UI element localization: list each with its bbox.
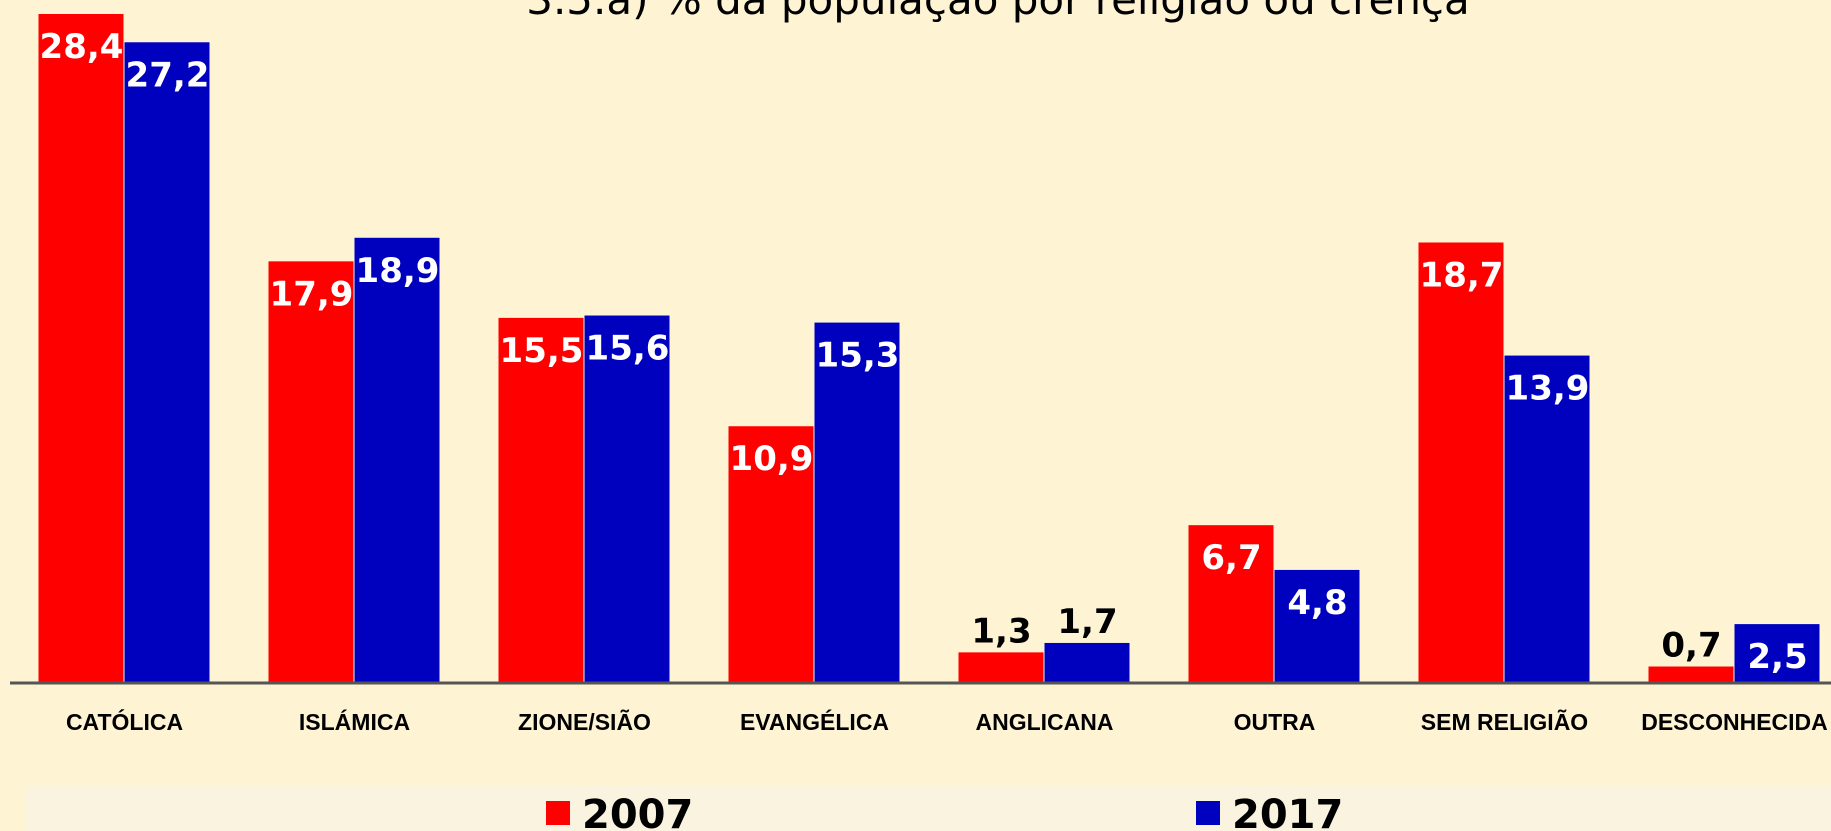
- value-label: 27,2: [126, 55, 210, 95]
- x-tick-label: DESCONHECIDA: [1641, 709, 1828, 735]
- bar: [1274, 569, 1360, 683]
- value-label: 1,3: [971, 611, 1031, 651]
- bar: [814, 322, 900, 683]
- value-label: 15,3: [816, 336, 900, 376]
- bar: [268, 261, 354, 683]
- bar: [354, 237, 440, 683]
- value-label: 17,9: [270, 274, 354, 314]
- bar: [958, 652, 1044, 683]
- bar: [1044, 642, 1130, 683]
- bar: [498, 317, 584, 683]
- bar: [1504, 355, 1590, 683]
- value-label: 2,5: [1747, 637, 1807, 677]
- value-label: 0,7: [1661, 626, 1721, 666]
- bar: [1418, 242, 1504, 684]
- legend-label: 2017: [1232, 792, 1343, 831]
- value-label: 18,7: [1420, 255, 1504, 295]
- bar: [1188, 525, 1274, 683]
- x-tick-label: ZIONE/SIÃO: [518, 708, 651, 735]
- x-tick-label: ANGLICANA: [976, 709, 1114, 735]
- legend-swatch: [1196, 801, 1220, 825]
- value-label: 18,9: [356, 251, 440, 291]
- value-label: 1,7: [1057, 602, 1117, 642]
- value-label: 15,5: [500, 331, 584, 371]
- x-tick-label: SEM RELIGIÃO: [1421, 708, 1588, 735]
- value-label: 4,8: [1287, 583, 1347, 623]
- value-label: 10,9: [730, 439, 814, 479]
- bar: [38, 14, 124, 683]
- legend-label: 2007: [582, 792, 693, 831]
- x-tick-label: ISLÁMICA: [299, 708, 410, 735]
- value-label: 6,7: [1201, 538, 1261, 578]
- legend-box: [26, 785, 1831, 831]
- bar: [584, 315, 670, 683]
- bar: [1648, 666, 1734, 683]
- bar: [1734, 624, 1820, 683]
- x-tick-label: CATÓLICA: [66, 708, 183, 735]
- x-tick-label: EVANGÉLICA: [740, 708, 889, 735]
- value-label: 28,4: [40, 27, 124, 67]
- legend-swatch: [546, 801, 570, 825]
- bar: [124, 42, 210, 684]
- value-label: 13,9: [1506, 369, 1590, 409]
- chart-title: 3.5.a) % da população por religião ou cr…: [526, 0, 1470, 24]
- bar: [728, 426, 814, 683]
- value-label: 15,6: [586, 329, 670, 369]
- x-tick-label: OUTRA: [1234, 709, 1316, 735]
